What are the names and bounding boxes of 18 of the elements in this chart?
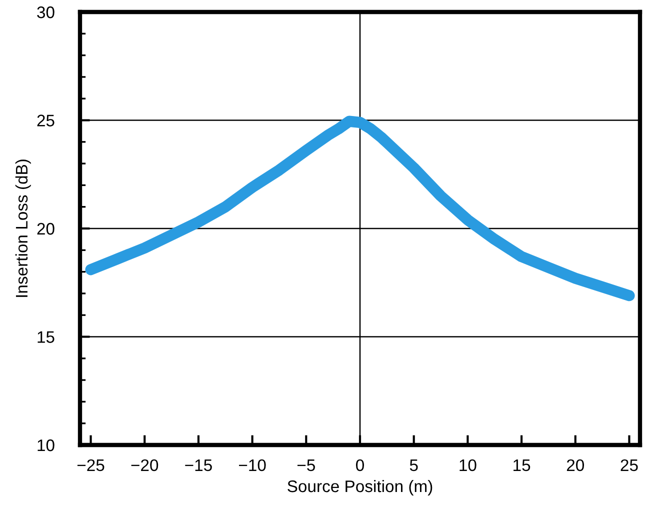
x-tick-label: −5 xyxy=(297,460,315,472)
y-tick-label: 20 xyxy=(37,222,54,235)
x-tick-label: 10 xyxy=(460,459,476,472)
y-tick-label: 25 xyxy=(37,114,54,126)
x-tick-label: −20 xyxy=(131,459,158,472)
x-tick-label: 20 xyxy=(566,459,584,472)
y-tick-label: 30 xyxy=(37,6,54,18)
x-tick-label: 15 xyxy=(514,460,530,472)
y-tick-label: 10 xyxy=(38,439,54,452)
x-axis-title: Source Position (m) xyxy=(288,480,432,496)
x-tick-label: 0 xyxy=(356,459,364,472)
y-axis-title: Insertion Loss (dB) xyxy=(15,160,31,297)
x-tick-label: −25 xyxy=(77,459,104,472)
x-tick-label: 25 xyxy=(620,459,638,472)
x-tick-label: −15 xyxy=(185,460,212,472)
x-tick-label: −10 xyxy=(238,459,266,472)
x-tick-label: 5 xyxy=(410,460,418,472)
y-tick-label: 15 xyxy=(38,331,54,343)
